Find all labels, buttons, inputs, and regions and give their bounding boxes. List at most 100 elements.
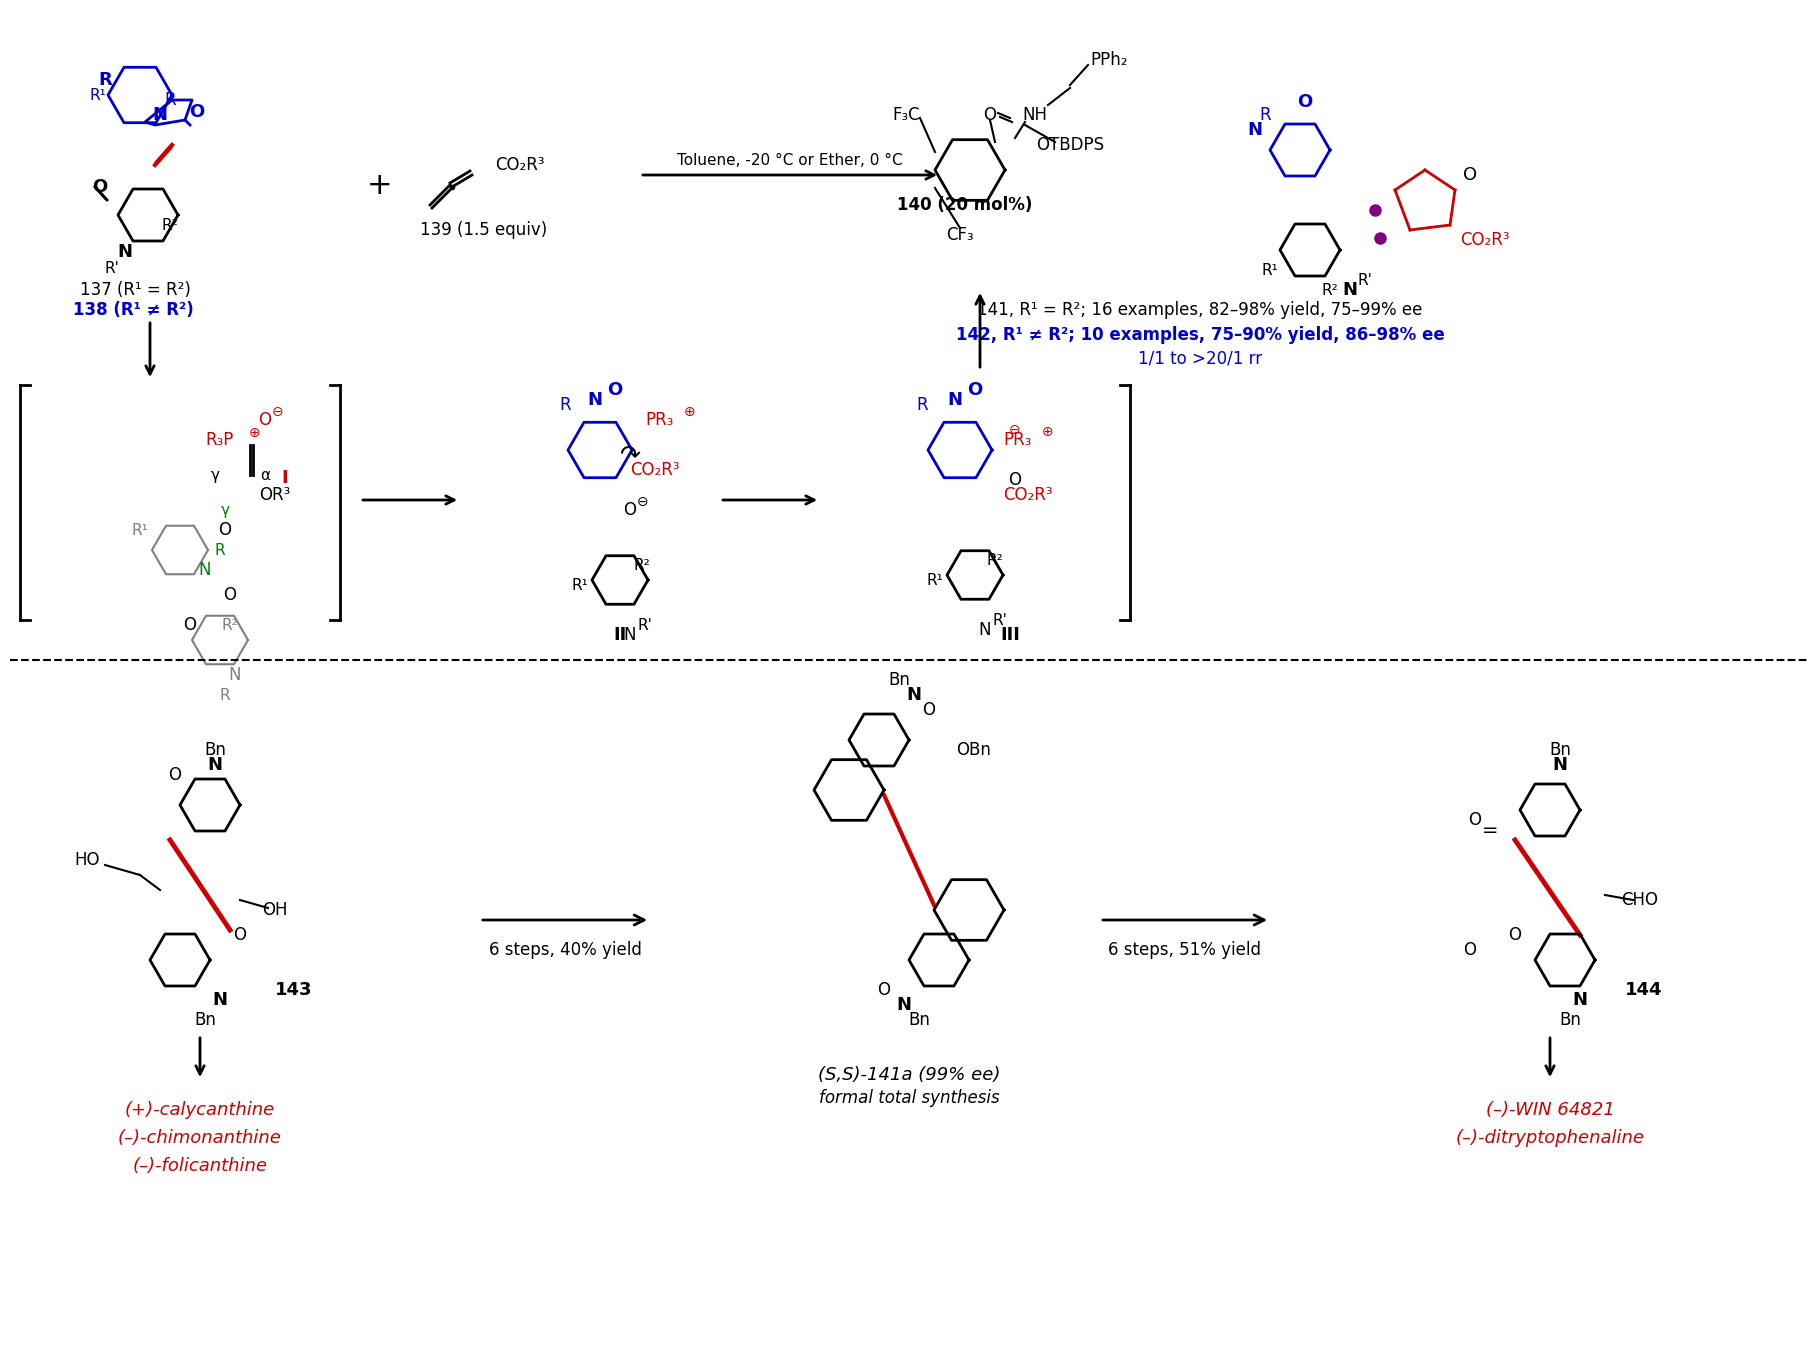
Text: 138 (R¹ ≠ R²): 138 (R¹ ≠ R²) [73, 301, 195, 319]
Text: (–)-folicanthine: (–)-folicanthine [133, 1156, 267, 1176]
Text: N: N [1553, 756, 1567, 774]
Text: N: N [229, 666, 242, 684]
Text: ⊕: ⊕ [1042, 425, 1054, 439]
Text: γ: γ [211, 468, 220, 483]
Text: R²: R² [222, 618, 238, 633]
Text: (+)-calycanthine: (+)-calycanthine [125, 1100, 275, 1120]
Text: N: N [1342, 282, 1358, 299]
Text: ⊖: ⊖ [636, 495, 649, 509]
Text: +: + [367, 171, 393, 200]
Text: N: N [1247, 122, 1262, 139]
Text: PR₃: PR₃ [645, 411, 674, 429]
Text: III: III [1000, 626, 1020, 644]
Text: O: O [169, 766, 182, 785]
Text: O: O [1469, 811, 1482, 828]
Text: O: O [607, 381, 622, 399]
Text: R: R [560, 396, 571, 414]
Text: ⊕: ⊕ [249, 427, 260, 440]
Text: R: R [215, 543, 225, 558]
Text: N: N [198, 560, 211, 580]
Text: R₃P: R₃P [205, 431, 235, 448]
Text: R: R [916, 396, 927, 414]
Text: O: O [258, 411, 271, 429]
Text: R²: R² [1322, 283, 1338, 298]
Text: O: O [218, 521, 231, 539]
Text: (–)-WIN 64821: (–)-WIN 64821 [1485, 1100, 1614, 1120]
Text: O: O [93, 178, 107, 195]
Text: R': R' [638, 618, 653, 633]
Text: 142, R¹ ≠ R²; 10 examples, 75–90% yield, 86–98% ee: 142, R¹ ≠ R²; 10 examples, 75–90% yield,… [956, 325, 1443, 344]
Text: 144: 144 [1625, 982, 1662, 999]
Text: Bn: Bn [1549, 741, 1571, 759]
Text: N: N [624, 626, 636, 644]
Text: (–)-chimonanthine: (–)-chimonanthine [118, 1129, 282, 1147]
Text: N: N [587, 391, 602, 409]
Text: O: O [967, 381, 982, 399]
Text: 139 (1.5 equiv): 139 (1.5 equiv) [420, 221, 547, 239]
Text: R': R' [1358, 272, 1373, 287]
Text: O: O [224, 586, 236, 604]
Text: N: N [947, 391, 962, 409]
Text: 137 (R¹ = R²): 137 (R¹ = R²) [80, 282, 191, 299]
Text: I: I [282, 469, 289, 487]
Text: F₃C: F₃C [893, 107, 920, 124]
Text: 141, R¹ = R²; 16 examples, 82–98% yield, 75–99% ee: 141, R¹ = R²; 16 examples, 82–98% yield,… [978, 301, 1423, 319]
Text: 6 steps, 51% yield: 6 steps, 51% yield [1109, 940, 1262, 960]
Text: Bn: Bn [195, 1012, 216, 1029]
Text: O: O [1009, 472, 1022, 489]
Text: CO₂R³: CO₂R³ [631, 461, 680, 478]
Text: PPh₂: PPh₂ [1091, 51, 1127, 68]
Text: O: O [189, 103, 205, 122]
Text: OBn: OBn [956, 741, 991, 759]
Text: Bn: Bn [204, 741, 225, 759]
Text: 140 (20 mol%): 140 (20 mol%) [898, 195, 1033, 215]
Text: Bn: Bn [887, 671, 911, 689]
Text: OR³: OR³ [260, 487, 291, 504]
Text: O: O [624, 500, 636, 519]
Text: R¹: R¹ [927, 573, 944, 588]
Text: R: R [220, 688, 231, 703]
Text: (–)-ditryptophenaline: (–)-ditryptophenaline [1456, 1129, 1645, 1147]
Text: R: R [98, 71, 113, 89]
Text: R²: R² [987, 552, 1004, 567]
Text: R¹: R¹ [89, 87, 107, 103]
Text: Bn: Bn [1560, 1012, 1582, 1029]
Text: CO₂R³: CO₂R³ [494, 156, 545, 174]
Text: R': R' [105, 261, 120, 276]
Text: N: N [207, 756, 222, 774]
Text: ↷: ↷ [620, 443, 640, 468]
Text: O: O [878, 982, 891, 999]
Text: R¹: R¹ [1262, 262, 1278, 278]
Text: R: R [1260, 107, 1271, 124]
Text: N: N [907, 686, 922, 704]
Text: O: O [1463, 940, 1476, 960]
Text: O: O [922, 701, 936, 719]
Text: ⊖: ⊖ [273, 405, 284, 420]
Text: O: O [233, 925, 247, 945]
Text: HO: HO [75, 852, 100, 869]
Text: OH: OH [262, 901, 287, 919]
Text: PR₃: PR₃ [1004, 431, 1033, 448]
Text: 6 steps, 40% yield: 6 steps, 40% yield [489, 940, 642, 960]
Text: N: N [1573, 991, 1587, 1009]
Text: N: N [118, 243, 133, 261]
Text: O: O [1463, 165, 1476, 185]
Text: formal total synthesis: formal total synthesis [818, 1089, 1000, 1107]
Text: R: R [164, 92, 176, 109]
Text: O: O [1509, 925, 1522, 945]
Text: R²: R² [634, 558, 651, 573]
Text: N: N [213, 991, 227, 1009]
Text: ⊕: ⊕ [684, 405, 696, 420]
Text: O: O [984, 107, 996, 124]
Text: NH: NH [1022, 107, 1047, 124]
Text: II: II [613, 626, 627, 644]
Text: R²: R² [162, 217, 178, 232]
Text: Toluene, -20 °C or Ether, 0 °C: Toluene, -20 °C or Ether, 0 °C [676, 153, 904, 168]
Text: CO₂R³: CO₂R³ [1004, 487, 1053, 504]
Text: Bn: Bn [907, 1012, 931, 1029]
Text: CO₂R³: CO₂R³ [1460, 231, 1509, 249]
Text: O: O [1298, 93, 1313, 111]
Text: OTBDPS: OTBDPS [1036, 135, 1104, 154]
Text: 1/1 to >20/1 rr: 1/1 to >20/1 rr [1138, 349, 1262, 366]
Text: CF₃: CF₃ [945, 226, 974, 243]
